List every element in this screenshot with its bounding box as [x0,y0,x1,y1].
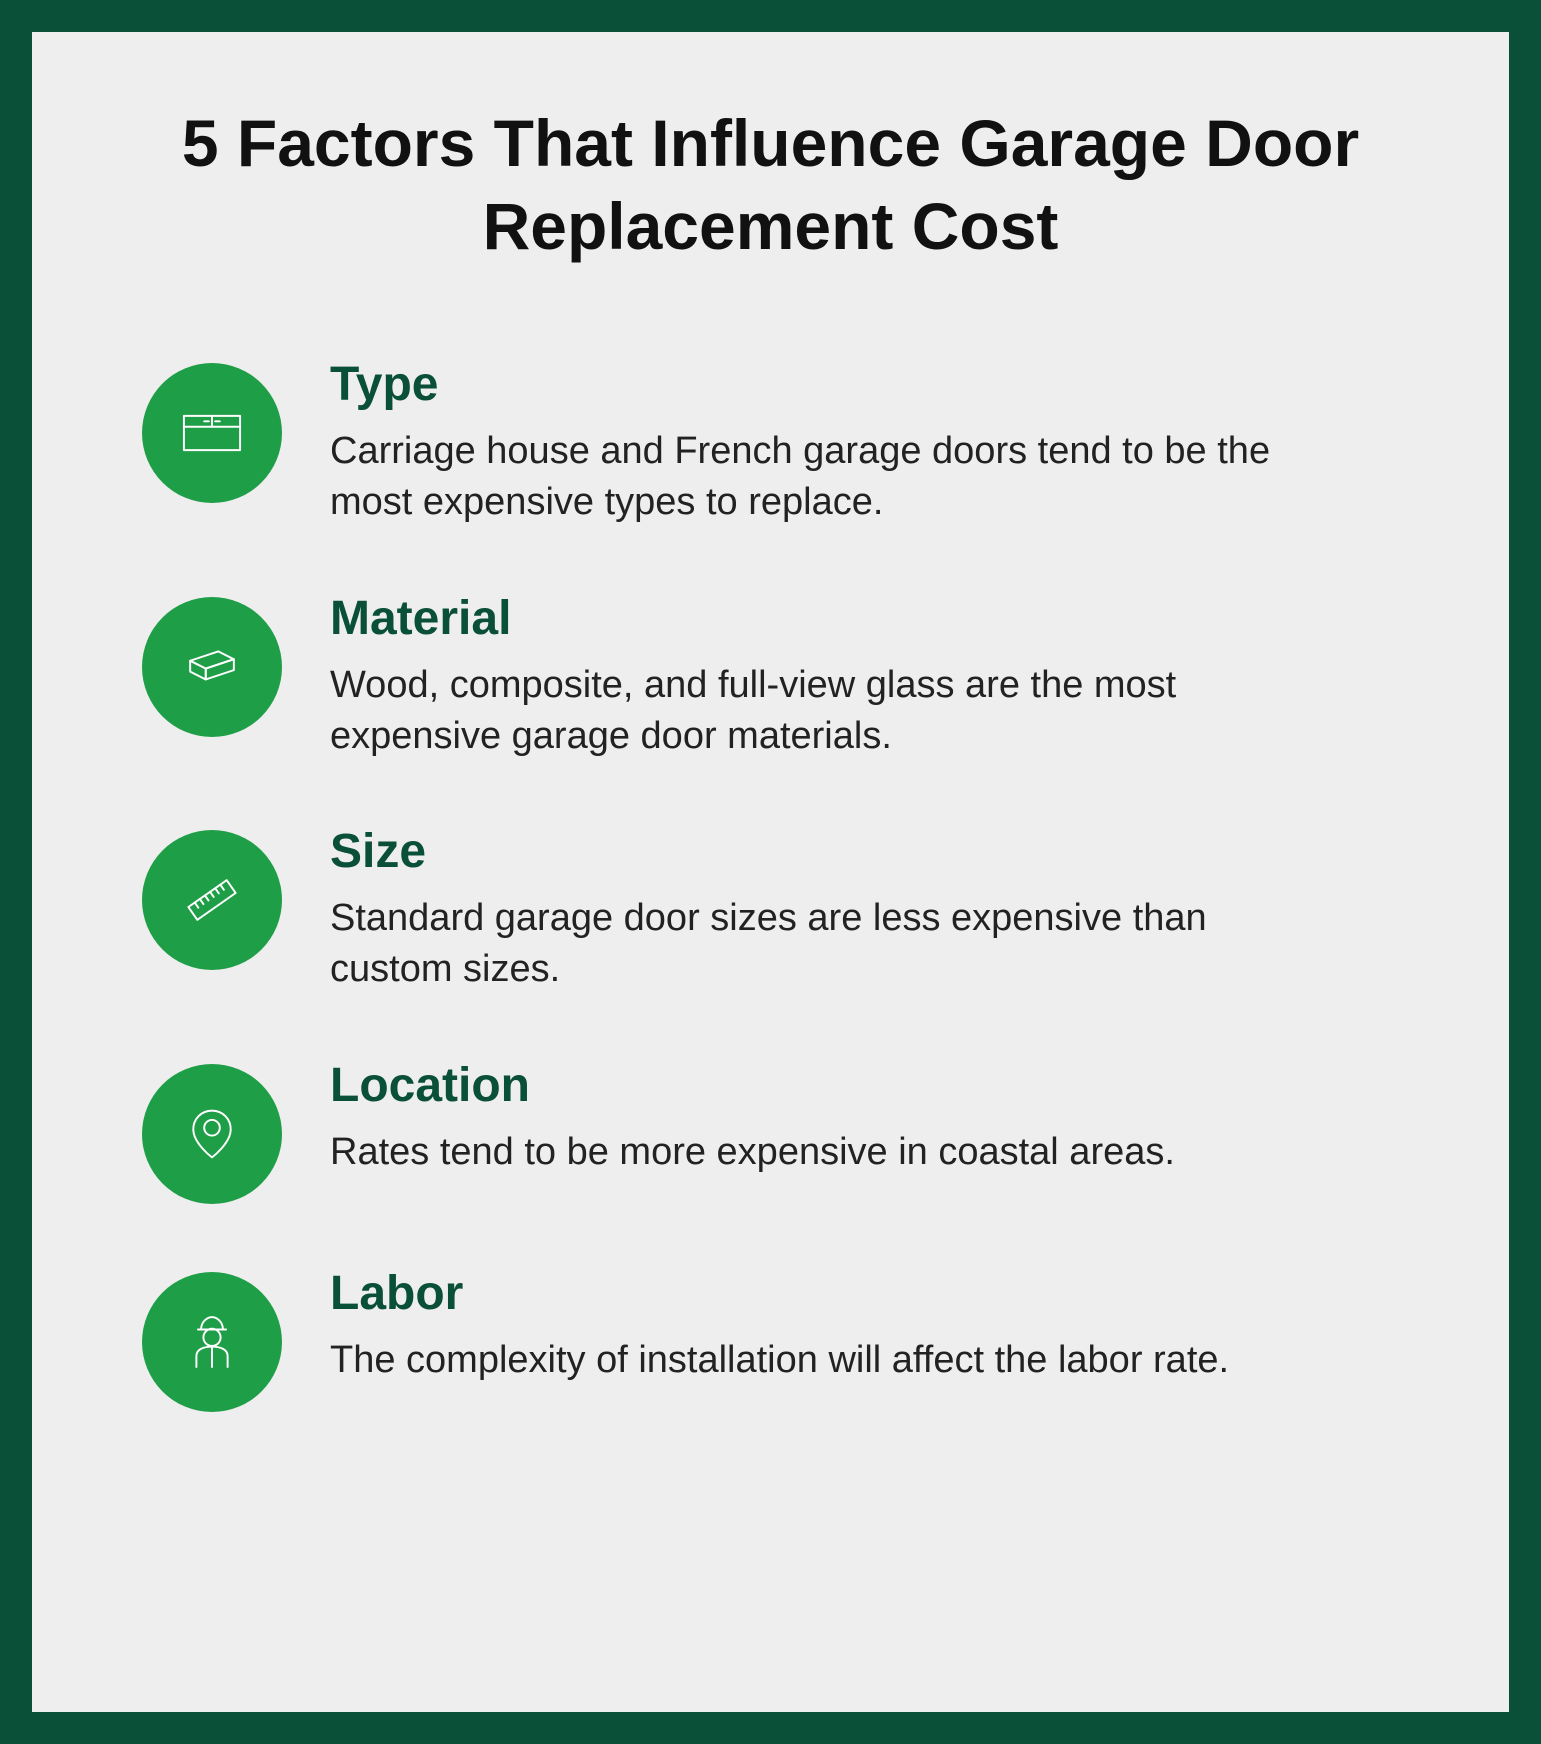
item-desc: Wood, composite, and full-view glass are… [330,660,1310,763]
item-desc: Rates tend to be more expensive in coast… [330,1127,1310,1178]
item-text: Material Wood, composite, and full-view … [330,591,1399,763]
list-item: Labor The complexity of installation wil… [142,1266,1399,1412]
list-item: Material Wood, composite, and full-view … [142,591,1399,763]
item-heading: Location [330,1058,1399,1113]
item-text: Location Rates tend to be more expensive… [330,1058,1399,1178]
item-desc: Carriage house and French garage doors t… [330,426,1310,529]
factor-list: Type Carriage house and French garage do… [132,357,1409,1412]
material-panel-icon [142,597,282,737]
list-item: Type Carriage house and French garage do… [142,357,1399,529]
list-item: Size Standard garage door sizes are less… [142,824,1399,996]
item-heading: Size [330,824,1399,879]
location-pin-icon [142,1064,282,1204]
page-title: 5 Factors That Influence Garage Door Rep… [132,102,1409,267]
ruler-icon [142,830,282,970]
item-text: Size Standard garage door sizes are less… [330,824,1399,996]
item-desc: Standard garage door sizes are less expe… [330,893,1310,996]
item-heading: Type [330,357,1399,412]
item-heading: Labor [330,1266,1399,1321]
list-item: Location Rates tend to be more expensive… [142,1058,1399,1204]
infographic-frame: 5 Factors That Influence Garage Door Rep… [0,0,1541,1744]
item-text: Labor The complexity of installation wil… [330,1266,1399,1386]
garage-door-icon [142,363,282,503]
item-desc: The complexity of installation will affe… [330,1335,1310,1386]
item-text: Type Carriage house and French garage do… [330,357,1399,529]
labor-worker-icon [142,1272,282,1412]
item-heading: Material [330,591,1399,646]
